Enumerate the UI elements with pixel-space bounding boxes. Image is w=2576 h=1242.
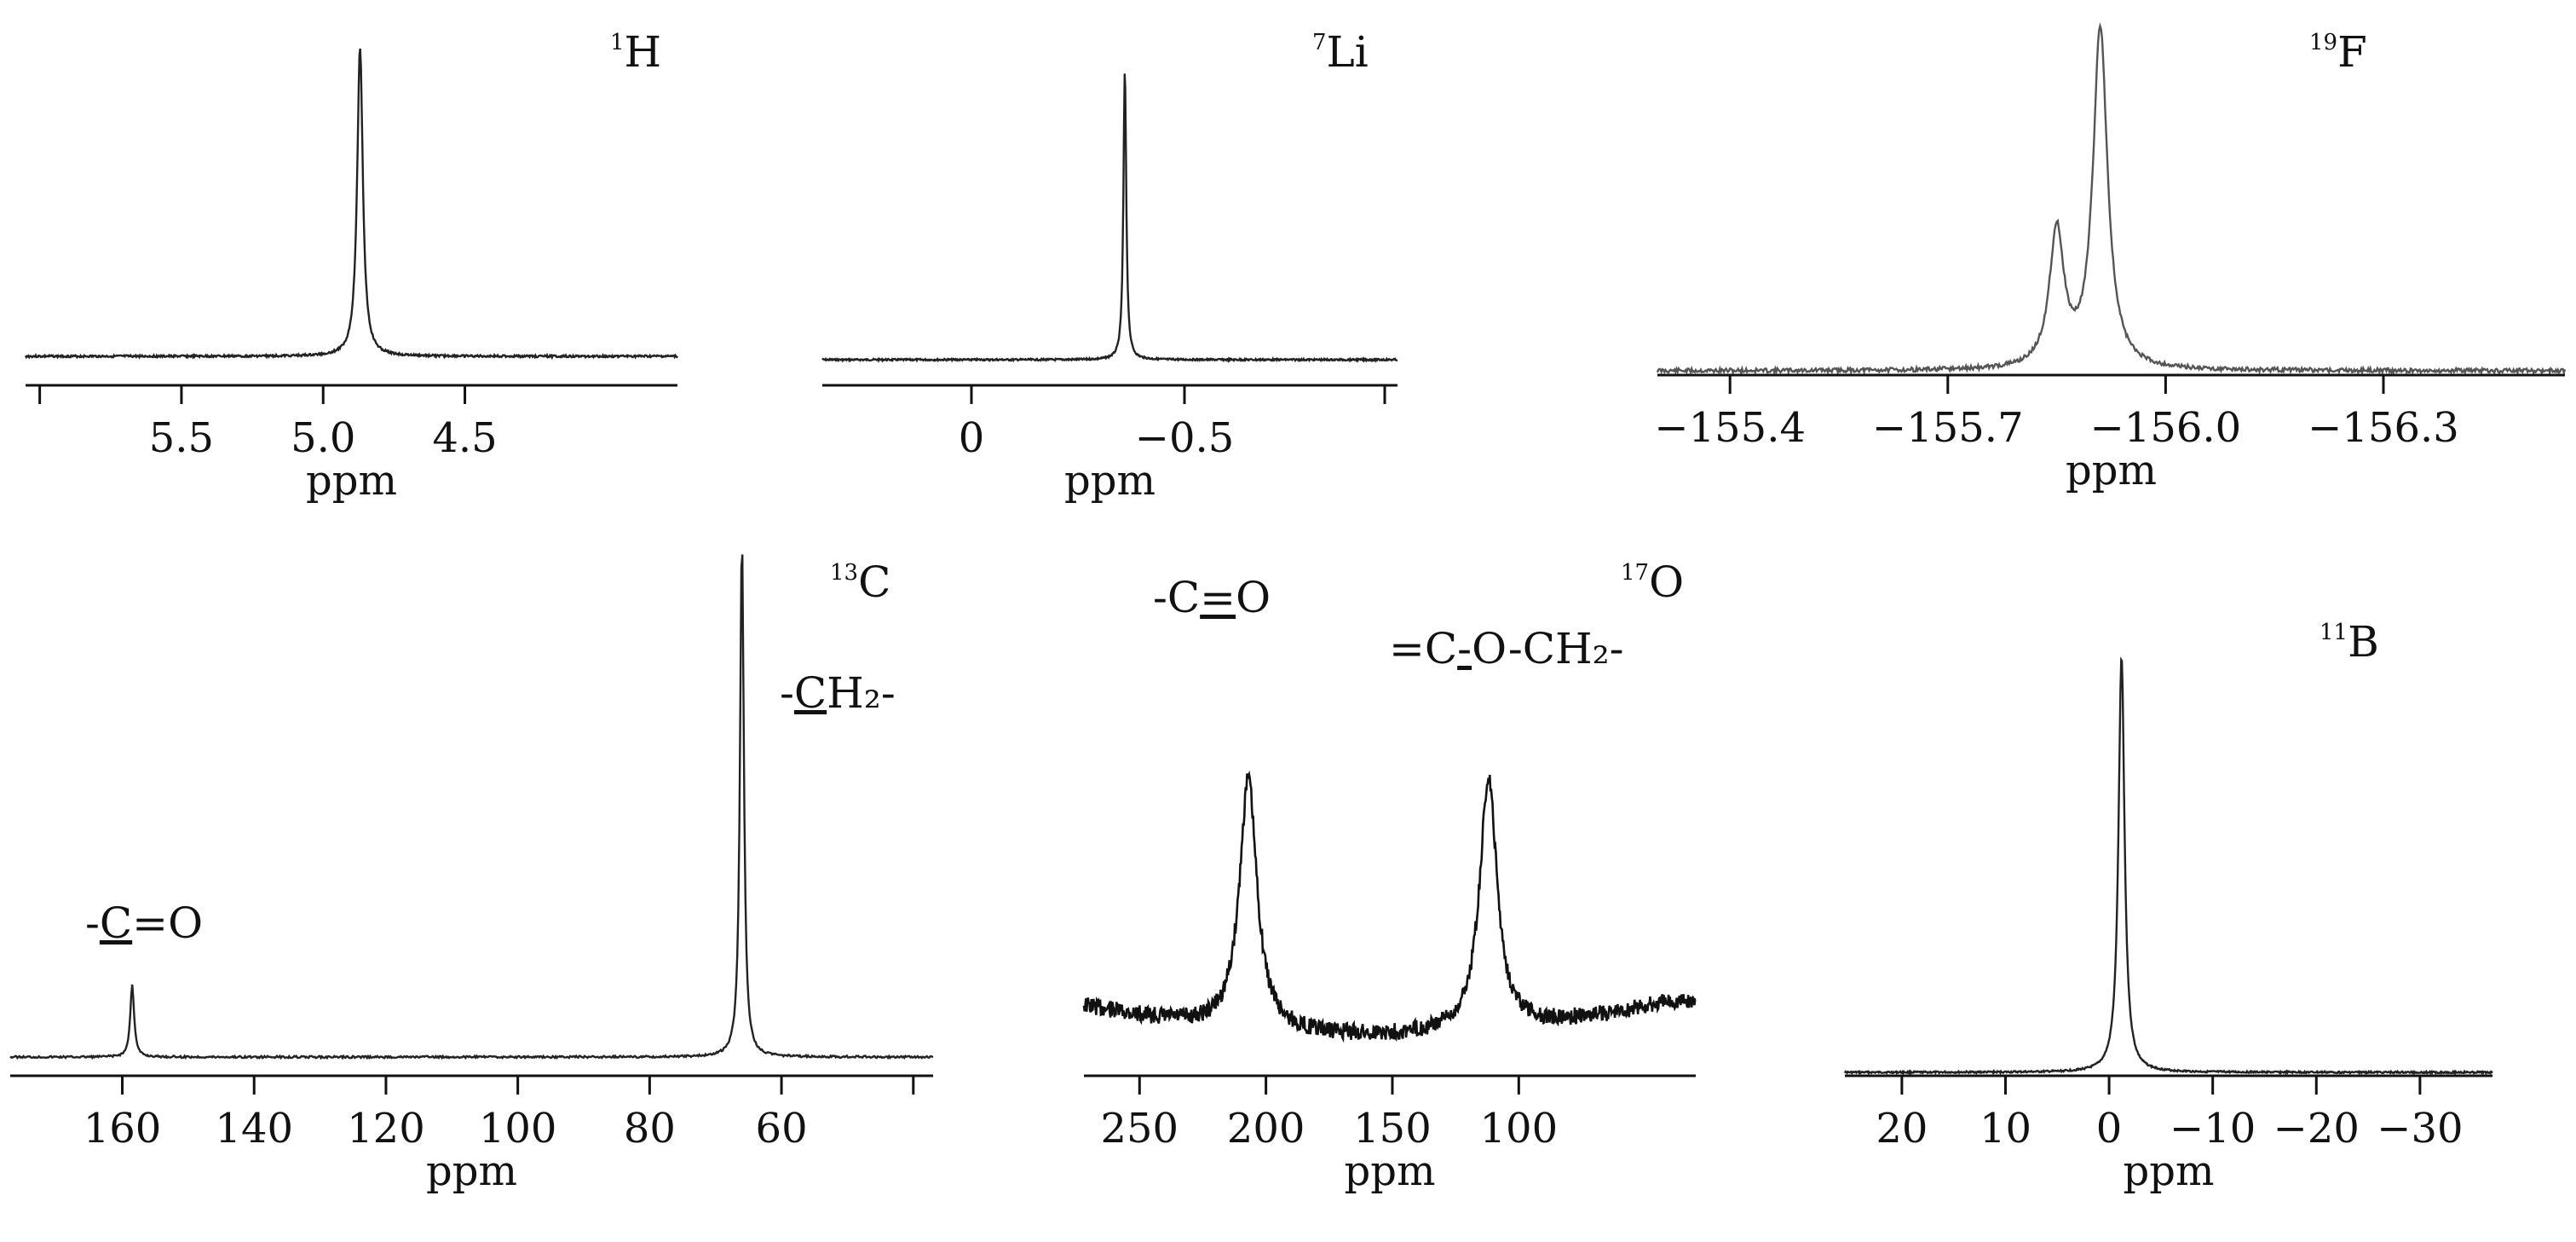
nucleus-symbol-17o: O xyxy=(1649,557,1684,607)
x-tick-label-b11: −20 xyxy=(2273,1105,2360,1152)
nucleus-mass-11b: 11 xyxy=(2320,620,2348,645)
annotation-carbonyl-13c: -C=O xyxy=(85,898,203,948)
x-tick-label-c13: 160 xyxy=(84,1105,162,1152)
x-tick-label-f19: −156.0 xyxy=(2090,404,2242,452)
x-tick-label-c13: 100 xyxy=(479,1105,557,1152)
x-tick-label-h1: 5.5 xyxy=(149,414,214,462)
spectrum-trace-11b xyxy=(1843,656,2493,1076)
x-ticks-1h: 5.5 5.0 4.5 xyxy=(38,385,498,462)
x-axis-label-19f: ppm xyxy=(2066,447,2157,494)
x-axis-label-1h: ppm xyxy=(306,457,397,505)
x-ticks-13c: 160 140 120 100 80 60 xyxy=(84,1076,915,1152)
x-tick-label-b11: −10 xyxy=(2170,1105,2256,1152)
x-tick-label-b11: −30 xyxy=(2377,1105,2463,1152)
x-axis-label-13c: ppm xyxy=(426,1147,517,1195)
x-tick-label-o17: 250 xyxy=(1100,1105,1179,1152)
x-tick-label-f19: −155.4 xyxy=(1654,404,1806,452)
spectrum-trace-19f xyxy=(1656,21,2567,377)
panel-7li: 0 −0.5 ppm 7Li xyxy=(821,27,1398,505)
x-ticks-11b: 20 10 0 −10 −20 −30 xyxy=(1876,1076,2464,1152)
x-tick-label-c13: 60 xyxy=(756,1105,808,1152)
x-ticks-17o: 250 200 150 100 xyxy=(1100,1076,1558,1152)
x-axis-label-7li: ppm xyxy=(1064,457,1155,505)
nucleus-symbol-11b: B xyxy=(2348,617,2379,667)
nucleus-mass-19f: 19 xyxy=(2309,30,2337,55)
nucleus-label-17o: 17O xyxy=(1621,557,1684,607)
annotation-ch2-13c: -CH₂- xyxy=(780,668,896,718)
spectrum-trace-13c xyxy=(9,554,934,1060)
x-tick-label-o17: 150 xyxy=(1353,1105,1432,1152)
panel-17o: 250 200 150 100 ppm 17O -C=O =C-O-CH₂- xyxy=(1082,557,1697,1195)
x-tick-label-c13: 80 xyxy=(624,1105,676,1152)
nucleus-mass-17o: 17 xyxy=(1621,560,1649,586)
x-tick-label-o17: 100 xyxy=(1480,1105,1559,1152)
nucleus-label-13c: 13C xyxy=(830,557,890,607)
x-tick-label-o17: 200 xyxy=(1227,1105,1305,1152)
x-ticks-7li: 0 −0.5 xyxy=(959,385,1386,462)
panel-19f: −155.4 −155.7 −156.0 −156.3 ppm 19F xyxy=(1654,21,2567,494)
annotation-carbonyl-17o: -C=O xyxy=(1153,573,1271,622)
x-tick-label-f19: −155.7 xyxy=(1872,404,2024,452)
nucleus-label-19f: 19F xyxy=(2309,27,2367,77)
panel-1h: 5.5 5.0 4.5 ppm 1H xyxy=(24,27,678,505)
x-tick-label-f19: −156.3 xyxy=(2308,404,2459,452)
x-tick-label-b11: 20 xyxy=(1876,1105,1928,1152)
nucleus-symbol-19f: F xyxy=(2337,27,2367,77)
x-tick-label-b11: 10 xyxy=(1980,1105,2031,1152)
x-tick-label-c13: 140 xyxy=(215,1105,293,1152)
spectrum-trace-7li xyxy=(821,73,1398,363)
nucleus-mass-13c: 13 xyxy=(830,560,858,586)
x-axis-label-11b: ppm xyxy=(2124,1147,2215,1195)
x-axis-label-17o: ppm xyxy=(1345,1147,1436,1195)
x-ticks-19f: −155.4 −155.7 −156.0 −156.3 xyxy=(1654,375,2459,452)
x-tick-label-c13: 120 xyxy=(347,1105,425,1152)
nucleus-mass-1h: 1 xyxy=(610,30,625,55)
nucleus-mass-7li: 7 xyxy=(1312,30,1327,55)
nucleus-label-1h: 1H xyxy=(610,27,661,77)
nucleus-symbol-1h: H xyxy=(625,27,662,77)
nucleus-symbol-7li: Li xyxy=(1327,27,1369,77)
x-tick-label-h1: 4.5 xyxy=(432,414,497,462)
nucleus-label-11b: 11B xyxy=(2320,617,2379,667)
panel-13c: 160 140 120 100 80 60 ppm 13C -C=O -CH₂- xyxy=(9,554,934,1195)
annotation-ether-17o: =C-O-CH₂- xyxy=(1389,624,1624,673)
nucleus-symbol-13c: C xyxy=(858,557,890,607)
spectrum-trace-17o xyxy=(1082,770,1697,1043)
spectrum-trace-1h xyxy=(24,48,678,361)
panel-11b: 20 10 0 −10 −20 −30 ppm 11B xyxy=(1843,617,2493,1195)
x-tick-label-h1: 5.0 xyxy=(291,414,355,462)
nucleus-label-7li: 7Li xyxy=(1312,27,1369,77)
x-tick-label-li7: −0.5 xyxy=(1135,414,1235,462)
x-tick-label-b11: 0 xyxy=(2096,1105,2123,1152)
x-tick-label-li7: 0 xyxy=(959,414,985,462)
